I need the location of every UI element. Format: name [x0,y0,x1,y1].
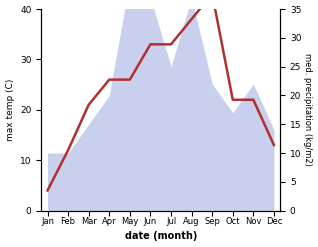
Y-axis label: med. precipitation (kg/m2): med. precipitation (kg/m2) [303,53,313,166]
X-axis label: date (month): date (month) [125,231,197,242]
Y-axis label: max temp (C): max temp (C) [5,79,15,141]
